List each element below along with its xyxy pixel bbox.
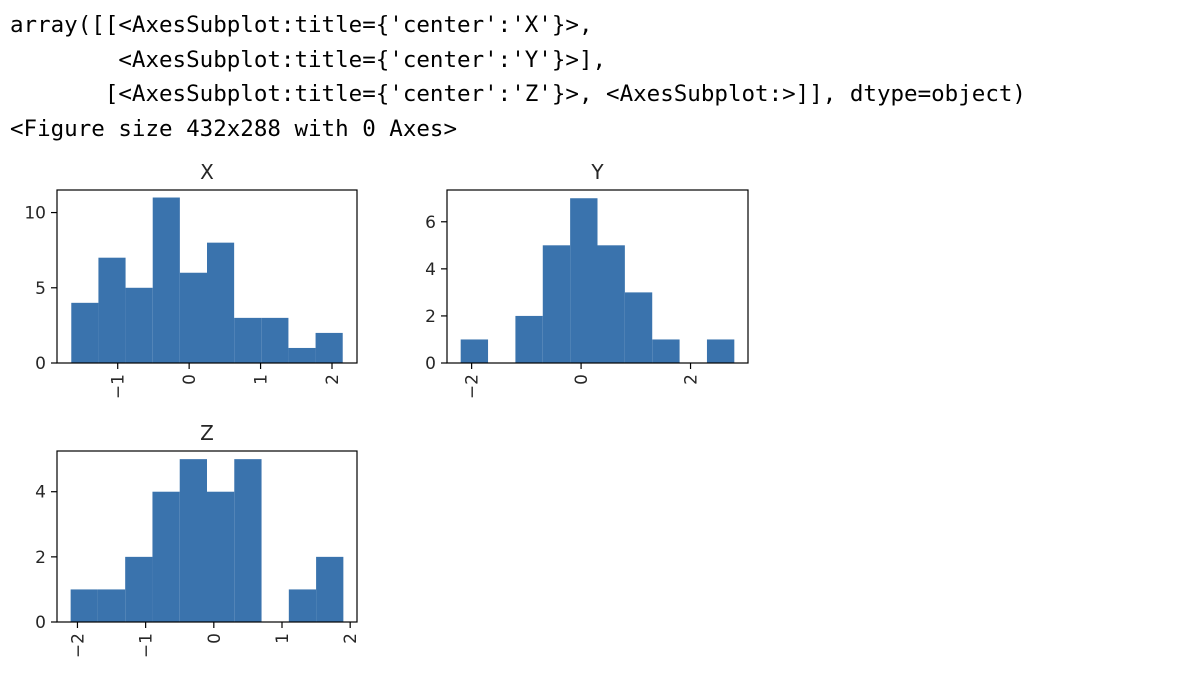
subplot-y: Y 0 2 4 6 −2 0 2	[425, 160, 749, 399]
subplot-x: X 0 5 10 −1 0 1 2	[24, 160, 358, 399]
histogram-bar	[207, 491, 235, 622]
y-tick-label: 2	[425, 307, 436, 327]
histogram-bar	[652, 339, 680, 363]
y-tick-label: 5	[35, 279, 46, 299]
cell-output-text: array([[<AxesSubplot:title={'center':'X'…	[10, 8, 1026, 146]
histogram-bar	[515, 315, 543, 363]
output-line: [<AxesSubplot:title={'center':'Z'}>, <Ax…	[10, 81, 1026, 107]
y-tick-label: 10	[24, 204, 46, 224]
x-tick-label: 1	[273, 633, 293, 644]
histogram-bar	[125, 556, 153, 622]
histogram-bar	[152, 491, 180, 622]
histogram-bar	[316, 556, 344, 622]
histogram-bar	[261, 317, 289, 363]
y-tick-label: 0	[35, 354, 46, 374]
histogram-bar	[97, 589, 126, 622]
y-tick-label: 6	[425, 213, 436, 233]
y-tick-label: 0	[35, 613, 46, 633]
y-tick-label: 4	[425, 260, 436, 280]
x-tick-label: 2	[682, 374, 702, 385]
axes-frame	[446, 189, 749, 364]
histogram-bar	[288, 347, 316, 363]
subplot-title: X	[200, 160, 214, 184]
x-tick-label: 0	[180, 374, 200, 385]
x-tick-label: 2	[323, 374, 343, 385]
histogram-bar	[288, 589, 317, 622]
histogram-bar	[152, 197, 180, 363]
x-tick-label: 1	[252, 374, 272, 385]
histogram-bar	[570, 198, 598, 363]
output-line: <Figure size 432x288 with 0 Axes>	[10, 115, 458, 142]
subplot-title: Y	[590, 160, 604, 184]
histogram-bar	[70, 589, 98, 622]
histogram-bar	[624, 292, 653, 363]
x-tick-label: 2	[341, 633, 361, 644]
histogram-bar	[234, 317, 262, 363]
histogram-bar	[315, 332, 343, 363]
histogram-bar	[71, 302, 99, 363]
x-tick-label: 0	[205, 633, 225, 644]
y-tick-label: 2	[35, 548, 46, 568]
y-tick-label: 4	[35, 483, 46, 503]
histogram-bar	[460, 339, 489, 363]
histogram-bar	[98, 257, 126, 363]
x-tick-label: −1	[137, 633, 157, 658]
x-tick-label: −2	[68, 633, 88, 658]
histogram-bar	[542, 245, 571, 363]
subplot-z: Z 0 2 4 −2 −1 0 1 2	[35, 421, 361, 658]
x-tick-label: 0	[572, 374, 592, 385]
output-line: array([[<AxesSubplot:title={'center':'X'…	[10, 12, 593, 38]
axes-frame	[56, 450, 358, 623]
subplot-title: Z	[200, 421, 214, 445]
y-tick-label: 0	[425, 354, 436, 374]
x-tick-label: −1	[109, 374, 129, 399]
x-tick-label: −2	[463, 374, 483, 399]
histogram-bar	[179, 459, 207, 622]
histogram-bar	[125, 287, 153, 363]
histogram-bar	[179, 272, 207, 363]
axes-frame	[56, 189, 358, 364]
histogram-bar	[207, 242, 235, 363]
histogram-bar	[597, 245, 625, 363]
histogram-bar	[706, 339, 735, 363]
output-line: <AxesSubplot:title={'center':'Y'}>],	[10, 46, 607, 73]
histogram-bar	[234, 459, 262, 622]
